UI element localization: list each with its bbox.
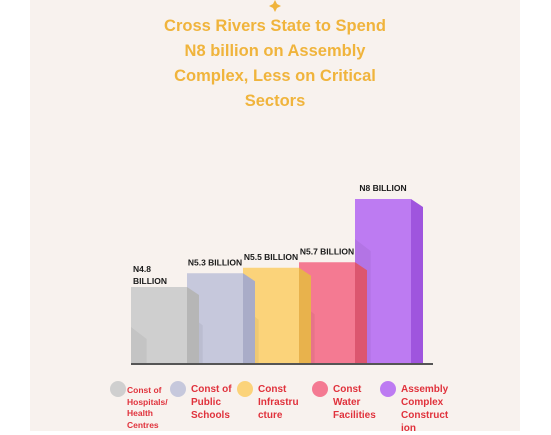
legend-label-line: Hospitals/ [127, 396, 168, 407]
legend-label-line: Const [333, 384, 362, 395]
data-label: N5.3 BILLION [188, 257, 242, 267]
legend-swatch [237, 381, 253, 397]
legend-label: Const Infrastru cture [258, 383, 299, 422]
bar-group [131, 287, 199, 364]
data-label-line: N4.8 [133, 264, 151, 274]
bar [131, 287, 187, 364]
legend-label: Const Water Facilities [333, 383, 376, 422]
legend-label-line: Health [127, 408, 153, 418]
bar-side [411, 199, 423, 364]
legend-label-line: Complex [401, 397, 444, 408]
legend-label: Const of Hospitals/Health Centres [127, 385, 168, 431]
bar-group [187, 273, 255, 364]
legend-swatch [170, 381, 186, 397]
legend-label-line: cture [258, 410, 283, 421]
data-label: N5.7 BILLION [300, 246, 354, 256]
bar-side [299, 267, 311, 364]
bar-side [243, 273, 255, 364]
legend-swatch [110, 381, 126, 397]
legend-label-line: Const of [191, 384, 232, 395]
legend-label-line: Construct [401, 410, 449, 421]
legend-label-line: Const of [127, 385, 162, 395]
title-line: Sectors [244, 92, 306, 110]
bar-shade [131, 327, 147, 364]
legend-swatch [312, 381, 328, 397]
legend-label-line: Const [258, 384, 287, 395]
legend-label-line: Schools [191, 410, 230, 421]
legend-label-line: Centres [127, 419, 159, 430]
data-label: N5.5 BILLION [244, 252, 298, 262]
title-line: Complex, Less on Critical [174, 67, 376, 85]
legend-label-line: Public [191, 397, 222, 408]
legend-swatch [380, 381, 396, 397]
data-label: N8 BILLION [359, 183, 406, 193]
chart-title: Cross Rivers State to Spend N8 billion o… [30, 14, 520, 114]
legend-label-line: Infrastru [258, 397, 299, 408]
data-label-line: BILLION [133, 276, 167, 286]
legend-label: Assembly Complex Construct ion [401, 383, 448, 435]
data-label: N4.8 BILLION [133, 264, 167, 286]
legend-label-line: Water [333, 397, 361, 408]
legend-label-line: Assembly [401, 384, 449, 395]
legend-label-line: ion [401, 423, 416, 434]
title-line: N8 billion on Assembly [184, 42, 366, 60]
bar-side [187, 287, 199, 364]
bar-side [355, 262, 367, 364]
legend-label-line: Facilities [333, 410, 376, 421]
title-line: Cross Rivers State to Spend [164, 17, 386, 35]
star-ornament-icon [269, 0, 281, 12]
legend-label: Const of Public Schools [191, 383, 232, 422]
